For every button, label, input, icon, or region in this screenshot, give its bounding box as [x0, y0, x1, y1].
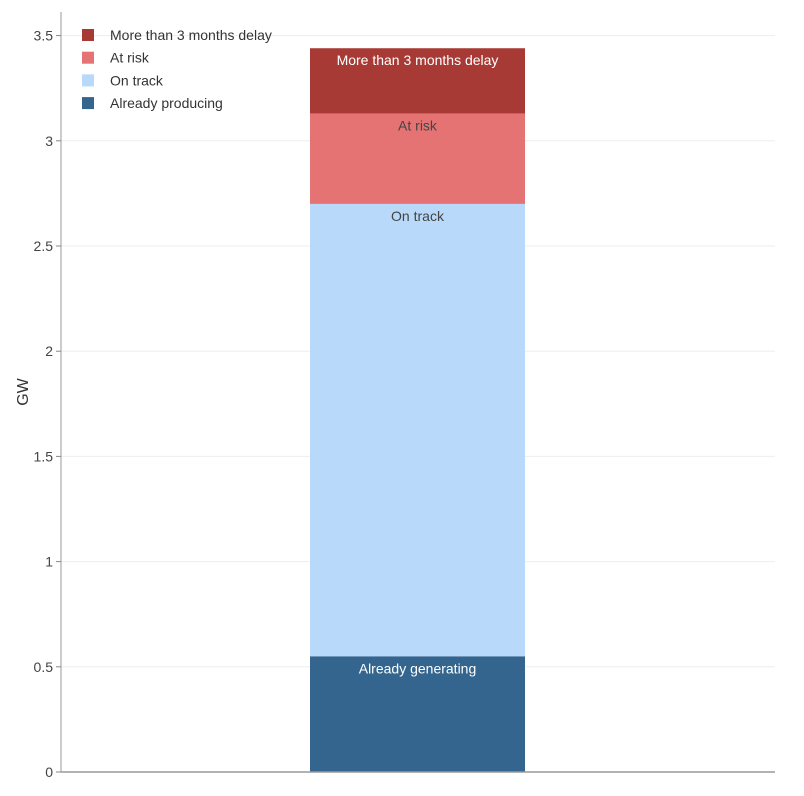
- bar-segment-label: More than 3 months delay: [337, 52, 499, 68]
- bar-segment: [310, 656, 525, 772]
- bar-segment-label: Already generating: [359, 660, 477, 676]
- bar-stack: Already generating On track At risk More th…: [310, 48, 525, 772]
- legend-label: Already producing: [110, 95, 223, 111]
- y-tick-label: 3: [45, 133, 53, 149]
- legend-label: More than 3 months delay: [110, 27, 272, 43]
- legend-swatch: [82, 74, 94, 87]
- axes: [60, 12, 775, 773]
- bar-segment: [310, 203, 525, 657]
- y-axis-label: GW: [15, 377, 32, 405]
- legend: More than 3 months delay At risk On track A…: [82, 27, 272, 111]
- y-axis-ticks: 0 0.5 1 1.5 2 2.5 3 3.5: [34, 28, 61, 780]
- legend-swatch: [82, 51, 94, 64]
- legend-swatch: [82, 29, 94, 41]
- y-tick-label: 1.5: [34, 448, 54, 464]
- y-tick-label: 3.5: [34, 28, 54, 44]
- y-tick-label: 2: [45, 343, 53, 359]
- bar-segment: [310, 113, 525, 204]
- y-tick-label: 0.5: [34, 659, 54, 675]
- legend-label: On track: [110, 72, 164, 88]
- y-tick-label: 0: [45, 764, 53, 780]
- bar-segment-label: At risk: [398, 117, 438, 133]
- legend-label: At risk: [110, 50, 150, 66]
- bar-segment-label: On track: [391, 208, 445, 224]
- y-tick-label: 2.5: [34, 238, 54, 254]
- legend-swatch: [82, 97, 94, 110]
- y-tick-label: 1: [45, 554, 53, 570]
- bar-segment: [310, 48, 525, 114]
